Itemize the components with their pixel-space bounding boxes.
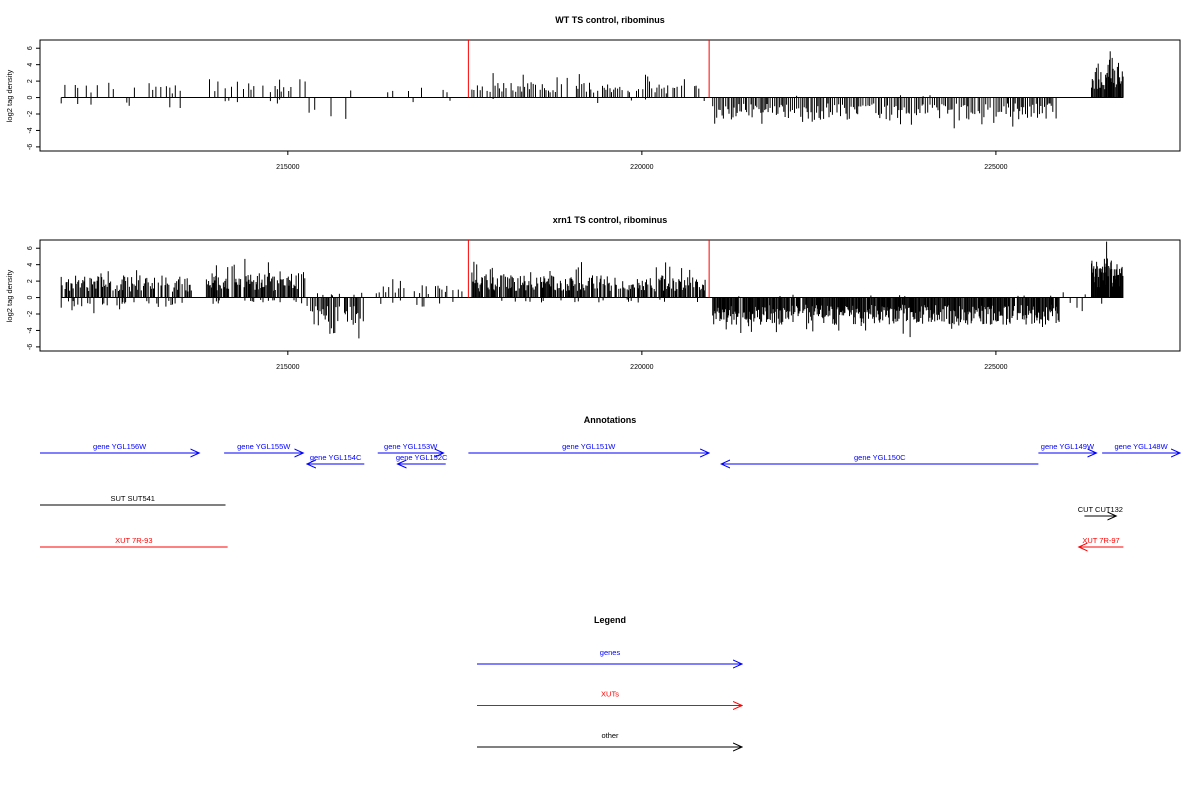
y-tick-label: 6 [27, 46, 34, 50]
y-axis: -6 -4 -2 0 2 4 6 [27, 46, 40, 150]
y-tick-label: 2 [27, 279, 34, 283]
legend: Legend genes XUTs other [477, 615, 742, 747]
x-tick-label: 220000 [630, 364, 653, 371]
y-tick-label: 4 [27, 63, 34, 67]
annotations-track: Annotations gene YGL156W gene YGL155Wgene… [40, 415, 1180, 547]
region-markers [467, 40, 710, 98]
legend-entries: genes XUTs other [477, 648, 742, 747]
feature-label: gene YGL152C [396, 453, 448, 462]
x-axis: 215000 220000 225000 [276, 351, 1008, 371]
feature-label: XUT 7R-93 [115, 536, 152, 545]
y-tick-label: 6 [27, 246, 34, 250]
y-tick-label: 2 [27, 79, 34, 83]
feature-label: gene YGL153W [384, 442, 438, 451]
y-tick-label: -6 [27, 144, 34, 150]
y-tick-label: -4 [27, 327, 34, 333]
legend-title: Legend [594, 615, 626, 625]
feature-label: gene YGL156W [93, 442, 147, 451]
feature-label: gene YGL151W [562, 442, 616, 451]
chart-panel-xrn1: xrn1 TS control, ribominus log2 tag dens… [5, 215, 1181, 371]
feature-label: gene YGL155W [237, 442, 291, 451]
y-axis-label: log2 tag density [5, 269, 14, 322]
feature-label: gene YGL154C [310, 453, 362, 462]
x-tick-label: 225000 [984, 364, 1007, 371]
annotations-title: Annotations [584, 415, 637, 425]
tag-density-bars [60, 241, 1124, 339]
chart-title: xrn1 TS control, ribominus [553, 215, 668, 225]
plot-frame [39, 39, 1181, 152]
y-tick-label: -6 [27, 344, 34, 350]
y-axis: -6 -4 -2 0 2 4 6 [27, 246, 40, 350]
y-tick-label: 0 [27, 96, 34, 100]
x-tick-label: 215000 [276, 164, 299, 171]
x-axis: 215000 220000 225000 [276, 151, 1008, 171]
region-markers [467, 240, 710, 298]
legend-label: XUTs [601, 690, 619, 699]
y-tick-label: -4 [27, 127, 34, 133]
tag-density-bars [60, 51, 1124, 129]
y-tick-label: -2 [27, 111, 34, 117]
legend-label: other [601, 731, 619, 740]
chart-title: WT TS control, ribominus [555, 15, 665, 25]
y-tick-label: -2 [27, 311, 34, 317]
y-axis-label: log2 tag density [5, 69, 14, 122]
x-tick-label: 220000 [630, 164, 653, 171]
feature-label: gene YGL149W [1041, 442, 1095, 451]
chart-panel-wt: WT TS control, ribominus log2 tag densit… [5, 15, 1181, 171]
plot-frame [39, 239, 1181, 352]
y-tick-label: 0 [27, 296, 34, 300]
x-tick-label: 215000 [276, 364, 299, 371]
x-tick-label: 225000 [984, 164, 1007, 171]
feature-label: gene YGL150C [854, 453, 906, 462]
legend-label: genes [600, 648, 621, 657]
feature-list: gene YGL156W gene YGL155W gene YGL154C gene… [40, 442, 1180, 547]
feature-label: CUT CUT132 [1078, 505, 1123, 514]
feature-label: SUT SUT541 [111, 494, 155, 503]
y-tick-label: 4 [27, 263, 34, 267]
feature-label: XUT 7R-97 [1082, 536, 1119, 545]
feature-label: gene YGL148W [1114, 442, 1168, 451]
